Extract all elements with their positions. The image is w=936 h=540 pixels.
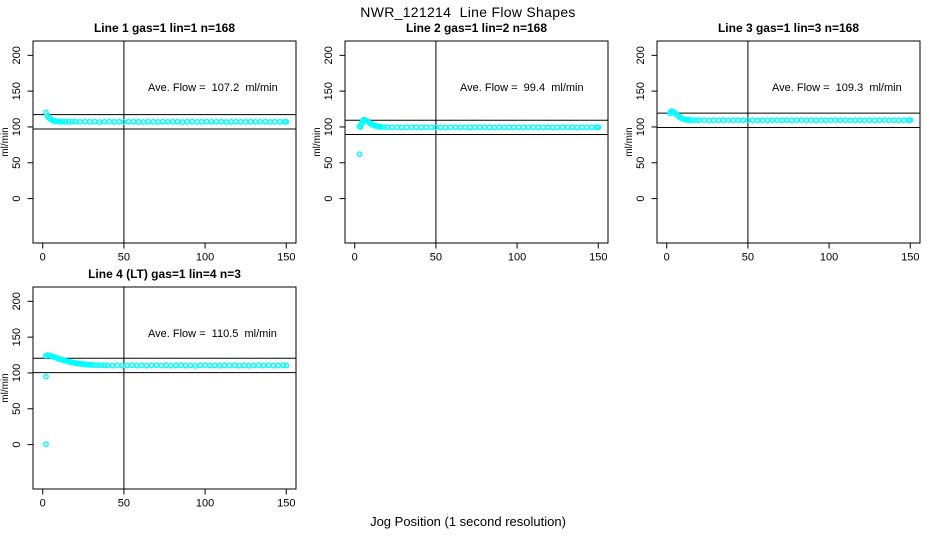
ave-flow-annotation-line-4: Ave. Flow = 110.5 ml/min	[148, 328, 277, 340]
svg-text:100: 100	[820, 252, 838, 264]
panel-title-line-2: Line 2 gas=1 lin=2 n=168	[405, 21, 548, 35]
svg-text:200: 200	[11, 292, 23, 310]
plot-area-line-4: 0 50 100 150 0 50 100 150 200 ml/min	[0, 286, 297, 510]
svg-text:0: 0	[40, 498, 46, 510]
svg-text:100: 100	[323, 118, 335, 136]
svg-text:0: 0	[40, 252, 46, 264]
ave-flow-annotation-line-1: Ave. Flow = 107.2 ml/min	[148, 82, 278, 94]
svg-text:50: 50	[11, 403, 23, 415]
svg-text:100: 100	[196, 252, 214, 264]
panel-line-4: 0 50 100 150 0 50 100 150 200 ml/min Line 4 (LT) …	[0, 264, 312, 514]
svg-text:100: 100	[196, 498, 214, 510]
svg-text:150: 150	[11, 82, 23, 100]
plot-area-line-1: 0 50 100 150 0 50 100 150 200 ml/min	[0, 40, 297, 264]
panel-line-3: 0 50 100 150 0 50 100 150 200 ml/min Line 3 gas=1…	[624, 18, 936, 268]
svg-text:150: 150	[589, 252, 607, 264]
svg-text:50: 50	[118, 498, 130, 510]
figure-title: NWR_121214 Line Flow Shapes	[360, 4, 576, 20]
panel-title-line-3: Line 3 gas=1 lin=3 n=168	[717, 21, 860, 35]
svg-text:150: 150	[277, 252, 295, 264]
svg-text:200: 200	[323, 46, 335, 64]
panel-line-1: 0 50 100 150 0 50 100 150 200 ml/min Line 1 gas=1…	[0, 18, 312, 268]
ave-flow-annotation-line-2: Ave. Flow = 99.4 ml/min	[460, 82, 584, 94]
svg-text:150: 150	[901, 252, 919, 264]
svg-text:ml/min: ml/min	[0, 127, 11, 156]
panel-line-2: 0 50 100 150 0 50 100 150 200 ml/min Line 2 gas=1…	[312, 18, 624, 268]
svg-text:150: 150	[11, 328, 23, 346]
svg-text:0: 0	[11, 442, 23, 448]
svg-text:100: 100	[508, 252, 526, 264]
svg-text:ml/min: ml/min	[624, 127, 635, 156]
svg-text:50: 50	[323, 157, 335, 169]
svg-text:0: 0	[11, 196, 23, 202]
svg-text:200: 200	[635, 46, 647, 64]
svg-text:50: 50	[430, 252, 442, 264]
svg-text:200: 200	[11, 46, 23, 64]
x-axis-label: Jog Position (1 second resolution)	[370, 514, 566, 529]
svg-text:100: 100	[11, 364, 23, 382]
svg-text:150: 150	[323, 82, 335, 100]
svg-text:100: 100	[11, 118, 23, 136]
svg-text:150: 150	[277, 498, 295, 510]
svg-text:50: 50	[742, 252, 754, 264]
plot-area-line-3: 0 50 100 150 0 50 100 150 200 ml/min	[624, 40, 921, 264]
svg-text:0: 0	[635, 196, 647, 202]
svg-text:50: 50	[635, 157, 647, 169]
panel-title-line-4: Line 4 (LT) gas=1 lin=4 n=3	[88, 267, 241, 281]
ave-flow-annotation-line-3: Ave. Flow = 109.3 ml/min	[772, 82, 902, 94]
svg-text:50: 50	[118, 252, 130, 264]
panel-title-line-1: Line 1 gas=1 lin=1 n=168	[93, 21, 236, 35]
svg-text:100: 100	[635, 118, 647, 136]
svg-text:150: 150	[635, 82, 647, 100]
plot-area-line-2: 0 50 100 150 0 50 100 150 200 ml/min	[312, 40, 609, 264]
svg-text:0: 0	[664, 252, 670, 264]
svg-text:ml/min: ml/min	[312, 127, 323, 156]
svg-text:0: 0	[323, 196, 335, 202]
svg-text:0: 0	[352, 252, 358, 264]
svg-text:ml/min: ml/min	[0, 373, 11, 402]
svg-text:50: 50	[11, 157, 23, 169]
